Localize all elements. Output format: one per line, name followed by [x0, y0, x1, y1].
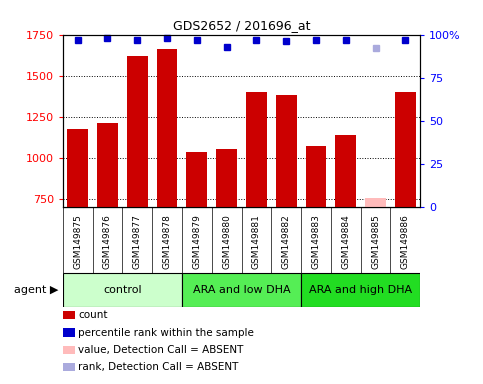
Bar: [216, 149, 237, 207]
Text: ARA and high DHA: ARA and high DHA: [309, 285, 412, 295]
Bar: [63, 273, 182, 307]
Title: GDS2652 / 201696_at: GDS2652 / 201696_at: [173, 19, 310, 32]
Text: GSM149881: GSM149881: [252, 214, 261, 269]
Text: GSM149884: GSM149884: [341, 214, 350, 269]
Text: GSM149886: GSM149886: [401, 214, 410, 269]
Bar: [156, 50, 177, 207]
Text: value, Detection Call = ABSENT: value, Detection Call = ABSENT: [78, 345, 243, 355]
Text: count: count: [78, 310, 108, 320]
Text: GSM149875: GSM149875: [73, 214, 82, 269]
Text: GSM149885: GSM149885: [371, 214, 380, 269]
Text: GSM149879: GSM149879: [192, 214, 201, 269]
Text: GSM149882: GSM149882: [282, 214, 291, 269]
Text: rank, Detection Call = ABSENT: rank, Detection Call = ABSENT: [78, 362, 239, 372]
Text: ARA and low DHA: ARA and low DHA: [193, 285, 290, 295]
Bar: [97, 122, 118, 207]
Text: GSM149878: GSM149878: [163, 214, 171, 269]
Bar: [306, 146, 327, 207]
Bar: [186, 152, 207, 207]
Bar: [246, 92, 267, 207]
Text: GSM149883: GSM149883: [312, 214, 320, 269]
Bar: [335, 135, 356, 207]
Bar: [127, 56, 148, 207]
Bar: [365, 198, 386, 207]
Text: agent ▶: agent ▶: [14, 285, 58, 295]
Text: GSM149876: GSM149876: [103, 214, 112, 269]
Bar: [276, 96, 297, 207]
Text: percentile rank within the sample: percentile rank within the sample: [78, 328, 254, 338]
Text: control: control: [103, 285, 142, 295]
Bar: [301, 273, 420, 307]
Bar: [67, 129, 88, 207]
Bar: [395, 92, 416, 207]
Text: GSM149877: GSM149877: [133, 214, 142, 269]
Text: GSM149880: GSM149880: [222, 214, 231, 269]
Bar: [182, 273, 301, 307]
